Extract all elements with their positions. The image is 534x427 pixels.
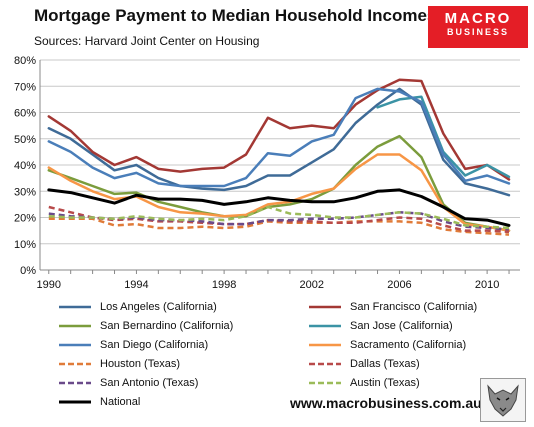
series-line-national	[47, 188, 511, 227]
x-tick-label: 2006	[387, 279, 411, 291]
legend-swatch	[309, 324, 341, 327]
legend-label: San Jose (California)	[350, 319, 453, 332]
line-chart: 0% 10% 20% 30% 40% 50% 60% 70% 80% 1990 1994 1998 20…	[14, 55, 520, 291]
legend-label: San Diego (California)	[100, 338, 209, 351]
legend-item-austin-texas: Austin (Texas)	[308, 374, 528, 391]
legend-label: National	[100, 395, 141, 408]
legend-swatch	[309, 362, 341, 365]
series-line-los-angeles-california	[47, 87, 511, 197]
series-line-san-antonio-texas	[48, 211, 510, 231]
legend-swatch	[59, 324, 91, 327]
x-tick-label: 2002	[300, 279, 324, 291]
legend-item-san-diego-california: San Diego (California)	[58, 336, 308, 353]
y-tick-label: 60%	[14, 108, 36, 120]
legend-swatch	[59, 343, 91, 346]
legend-item-san-jose-california: San Jose (California)	[308, 317, 528, 334]
legend-label: Austin (Texas)	[350, 376, 420, 389]
y-tick-label: 50%	[14, 134, 36, 146]
y-tick-label: 40%	[14, 160, 36, 172]
legend-swatch	[309, 343, 341, 346]
legend-item-los-angeles-california: Los Angeles (California)	[58, 298, 308, 315]
legend-swatch	[309, 381, 341, 384]
legend-item-san-bernardino-california: San Bernardino (California)	[58, 317, 308, 334]
macro-business-logo: MACRO BUSINESS	[428, 6, 528, 48]
legend-label: San Bernardino (California)	[100, 319, 234, 332]
legend-label: Los Angeles (California)	[100, 300, 217, 313]
series-line-san-bernardino-california	[47, 134, 511, 232]
axis-layer: 0% 10% 20% 30% 40% 50% 60% 70% 80% 1990 1994 1998 20…	[14, 55, 520, 291]
legend-label: San Francisco (California)	[350, 300, 478, 313]
x-tick-label: 2010	[475, 279, 499, 291]
legend-item-dallas-texas: Dallas (Texas)	[308, 355, 528, 372]
website-url: www.macrobusiness.com.au	[290, 395, 482, 411]
legend-label: San Antonio (Texas)	[100, 376, 199, 389]
y-tick-label: 70%	[14, 81, 36, 93]
logo-line-2: BUSINESS	[446, 27, 509, 37]
y-tick-label: 10%	[14, 239, 36, 251]
x-tick-label: 1990	[37, 279, 61, 291]
legend-item-san-antonio-texas: San Antonio (Texas)	[58, 374, 308, 391]
series-line-san-diego-california	[47, 87, 511, 188]
y-tick-label: 80%	[14, 55, 36, 67]
legend-item-national: National	[58, 393, 308, 410]
series-layer	[47, 78, 511, 236]
legend-swatch	[59, 400, 91, 403]
legend-label: Sacramento (California)	[350, 338, 467, 351]
series-line-houston-texas	[48, 217, 510, 236]
legend-item-sacramento-california: Sacramento (California)	[308, 336, 528, 353]
legend-item-houston-texas: Houston (Texas)	[58, 355, 308, 372]
y-tick-label: 30%	[14, 186, 36, 198]
x-tick-label: 1994	[124, 279, 148, 291]
legend: Los Angeles (California) San Francisco (C…	[58, 298, 528, 410]
legend-swatch	[59, 381, 91, 384]
series-line-austin-texas	[48, 205, 510, 230]
legend-swatch	[59, 305, 91, 308]
y-tick-label: 20%	[14, 213, 36, 225]
logo-line-1: MACRO	[444, 10, 512, 27]
series-line-san-francisco-california	[47, 78, 511, 181]
chart-title: Mortgage Payment to Median Household Inc…	[34, 6, 437, 25]
legend-swatch	[309, 305, 341, 308]
x-tick-label: 1998	[212, 279, 236, 291]
wolf-logo-icon	[480, 378, 526, 422]
legend-label: Dallas (Texas)	[350, 357, 420, 370]
legend-item-san-francisco-california: San Francisco (California)	[308, 298, 528, 315]
chart-subtitle: Sources: Harvard Joint Center on Housing	[34, 34, 260, 48]
legend-swatch	[59, 362, 91, 365]
y-tick-label: 0%	[20, 265, 36, 277]
legend-label: Houston (Texas)	[100, 357, 181, 370]
